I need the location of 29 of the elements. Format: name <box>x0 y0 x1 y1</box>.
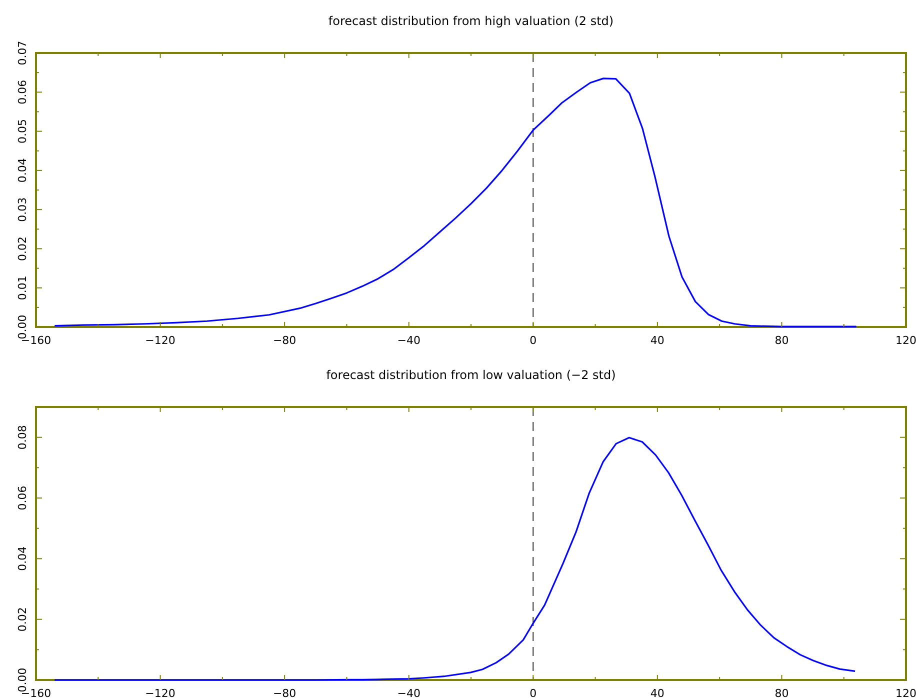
line-series <box>54 436 856 681</box>
x-tick-label: 80 <box>774 687 789 698</box>
y-tick-label: 0.05 <box>16 119 29 144</box>
y-tick-label: 0.07 <box>16 40 29 66</box>
x-tick-label: −120 <box>145 334 176 347</box>
chart-title: forecast distribution from high valuation (2 std) <box>328 14 614 28</box>
line-series <box>54 78 858 328</box>
x-tick-label: 40 <box>650 687 664 698</box>
chart-title: forecast distribution from low valuation (−2 std) <box>326 368 616 382</box>
x-tick-label: −120 <box>145 687 176 698</box>
x-tick-label: −80 <box>272 334 296 347</box>
y-tick-label: 0.04 <box>16 546 29 571</box>
y-tick-label: 0.01 <box>16 276 29 300</box>
y-tick-label: 0.06 <box>16 486 29 510</box>
x-tick-label: −40 <box>397 687 420 698</box>
y-tick-label: 0.03 <box>16 197 29 222</box>
x-tick-label: 80 <box>774 334 789 347</box>
y-tick-label: 0.02 <box>16 607 29 632</box>
x-tick-label: 120 <box>896 334 916 347</box>
x-tick-label: 40 <box>650 334 664 347</box>
x-tick-label: −80 <box>272 687 296 698</box>
y-tick-label: 0.02 <box>16 236 29 261</box>
x-tick-label: 0 <box>530 687 537 698</box>
x-tick-label: 120 <box>896 687 916 698</box>
y-tick-label: 0.06 <box>16 80 29 104</box>
y-tick-label: 0.08 <box>16 425 29 450</box>
x-tick-label: 0 <box>530 334 537 347</box>
x-tick-label: −40 <box>397 334 420 347</box>
y-tick-label: 0.04 <box>16 158 29 183</box>
